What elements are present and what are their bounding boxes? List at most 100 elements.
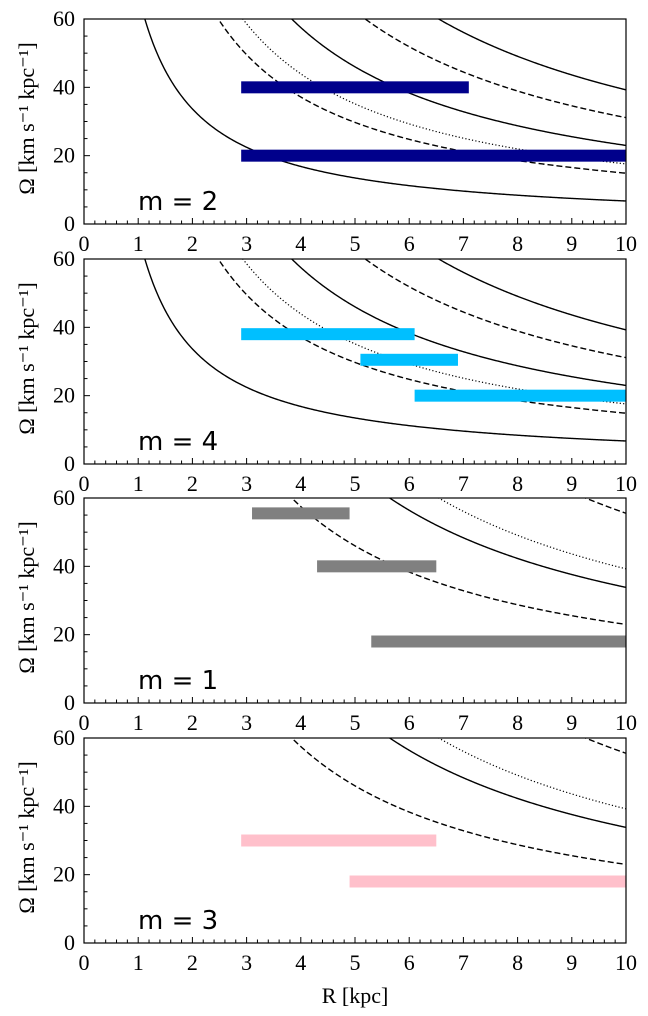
- panel-label: m = 2: [138, 187, 218, 217]
- pattern-speed-bar: [317, 560, 437, 573]
- y-tick-label: 20: [53, 383, 75, 408]
- panel-label: m = 3: [138, 906, 218, 936]
- plot-area: [241, 642, 648, 888]
- x-tick-label: 10: [615, 710, 637, 735]
- panel-label: m = 4: [138, 427, 218, 457]
- x-tick-label: 4: [295, 950, 306, 975]
- resonance-curve: [437, 19, 626, 91]
- resonance-curve: [583, 738, 626, 754]
- plot-area: [144, 19, 626, 202]
- x-tick-label: 10: [615, 231, 637, 256]
- x-tick-label: 10: [615, 950, 637, 975]
- y-tick-label: 60: [53, 485, 75, 510]
- y-tick-label: 40: [53, 74, 75, 99]
- x-tick-label: 6: [404, 950, 415, 975]
- x-tick-label: 7: [458, 950, 469, 975]
- x-tick-label: 7: [458, 710, 469, 735]
- resonance-curve: [388, 738, 626, 829]
- resonance-curve: [626, 402, 648, 436]
- y-axis-label: Ω [km s⁻¹ kpc⁻¹]: [14, 761, 39, 913]
- x-tick-label: 3: [241, 710, 252, 735]
- x-tick-label: 7: [458, 231, 469, 256]
- pattern-speed-bar: [371, 635, 626, 648]
- x-tick-label: 6: [404, 710, 415, 735]
- x-tick-label: 3: [241, 950, 252, 975]
- pattern-speed-bar: [241, 149, 626, 162]
- x-tick-label: 2: [187, 231, 198, 256]
- panel-m2: 0 1 2 3 4 5 6 7 8 9 10 0 20 40 60 Ω [km s⁻¹ kpc⁻¹] m = 2: [14, 6, 637, 256]
- y-tick-label: 0: [64, 690, 75, 715]
- y-axis-label: Ω [km s⁻¹ kpc⁻¹]: [14, 42, 39, 194]
- pattern-speed-bar: [241, 834, 437, 847]
- plot-area: [252, 402, 648, 648]
- resonance-curve: [217, 19, 626, 174]
- x-tick-label: 5: [350, 710, 361, 735]
- resonance-curve: [290, 19, 626, 147]
- panel-label: m = 1: [138, 666, 218, 696]
- x-tick-label: 0: [79, 231, 90, 256]
- y-tick-label: 20: [53, 622, 75, 647]
- x-tick-label: 6: [404, 471, 415, 496]
- x-tick-label: 4: [295, 710, 306, 735]
- x-tick-label: 1: [133, 950, 144, 975]
- x-tick-label: 1: [133, 231, 144, 256]
- pattern-speed-bar: [241, 328, 415, 341]
- resonance-curve: [290, 259, 626, 387]
- y-tick-label: 60: [53, 6, 75, 31]
- pattern-speed-bar: [252, 507, 350, 520]
- x-tick-label: 2: [187, 950, 198, 975]
- y-tick-label: 20: [53, 862, 75, 887]
- y-axis-label: Ω [km s⁻¹ kpc⁻¹]: [14, 282, 39, 434]
- plot-area: [144, 259, 626, 442]
- x-tick-label: 8: [512, 950, 523, 975]
- x-tick-label: 2: [187, 710, 198, 735]
- y-tick-label: 40: [53, 314, 75, 339]
- x-tick-label: 5: [350, 231, 361, 256]
- x-tick-label: 9: [566, 950, 577, 975]
- resonance-curve: [364, 259, 626, 359]
- resonance-curve: [144, 259, 626, 442]
- x-tick-label: 0: [79, 710, 90, 735]
- x-tick-label: 4: [295, 471, 306, 496]
- x-tick-label: 9: [566, 231, 577, 256]
- x-tick-label: 9: [566, 710, 577, 735]
- x-tick-label: 0: [79, 950, 90, 975]
- x-tick-label: 8: [512, 710, 523, 735]
- pattern-speed-bar: [241, 81, 469, 94]
- y-tick-label: 0: [64, 451, 75, 476]
- x-tick-label: 3: [241, 471, 252, 496]
- x-tick-label: 3: [241, 231, 252, 256]
- resonance-curve: [290, 498, 626, 626]
- pattern-speed-bar: [349, 875, 626, 888]
- x-tick-label: 8: [512, 231, 523, 256]
- x-tick-label: 5: [350, 950, 361, 975]
- y-tick-label: 60: [53, 246, 75, 271]
- resonance-curve: [144, 19, 626, 202]
- x-axis-label: R [kpc]: [322, 983, 389, 1008]
- pattern-speed-bar: [360, 353, 458, 366]
- resonance-curve: [626, 642, 648, 676]
- y-tick-label: 20: [53, 143, 75, 168]
- panel-m4: 0 1 2 3 4 5 6 7 8 9 10 0 20 40 60 Ω [km s⁻¹ kpc⁻¹] m = 4: [14, 246, 637, 496]
- x-tick-label: 6: [404, 231, 415, 256]
- resonance-curve: [217, 259, 626, 414]
- pattern-speed-bar: [414, 389, 626, 402]
- x-tick-label: 10: [615, 471, 637, 496]
- resonance-curve: [364, 19, 626, 119]
- y-tick-label: 0: [64, 930, 75, 955]
- x-tick-label: 5: [350, 471, 361, 496]
- x-tick-label: 8: [512, 471, 523, 496]
- x-tick-label: 2: [187, 471, 198, 496]
- x-tick-label: 7: [458, 471, 469, 496]
- x-tick-label: 1: [133, 471, 144, 496]
- y-tick-label: 0: [64, 211, 75, 236]
- resonance-curve: [242, 259, 626, 405]
- x-tick-label: 0: [79, 471, 90, 496]
- y-axis-label: Ω [km s⁻¹ kpc⁻¹]: [14, 521, 39, 673]
- resonance-curve: [388, 498, 626, 589]
- x-tick-label: 9: [566, 471, 577, 496]
- y-tick-label: 40: [53, 793, 75, 818]
